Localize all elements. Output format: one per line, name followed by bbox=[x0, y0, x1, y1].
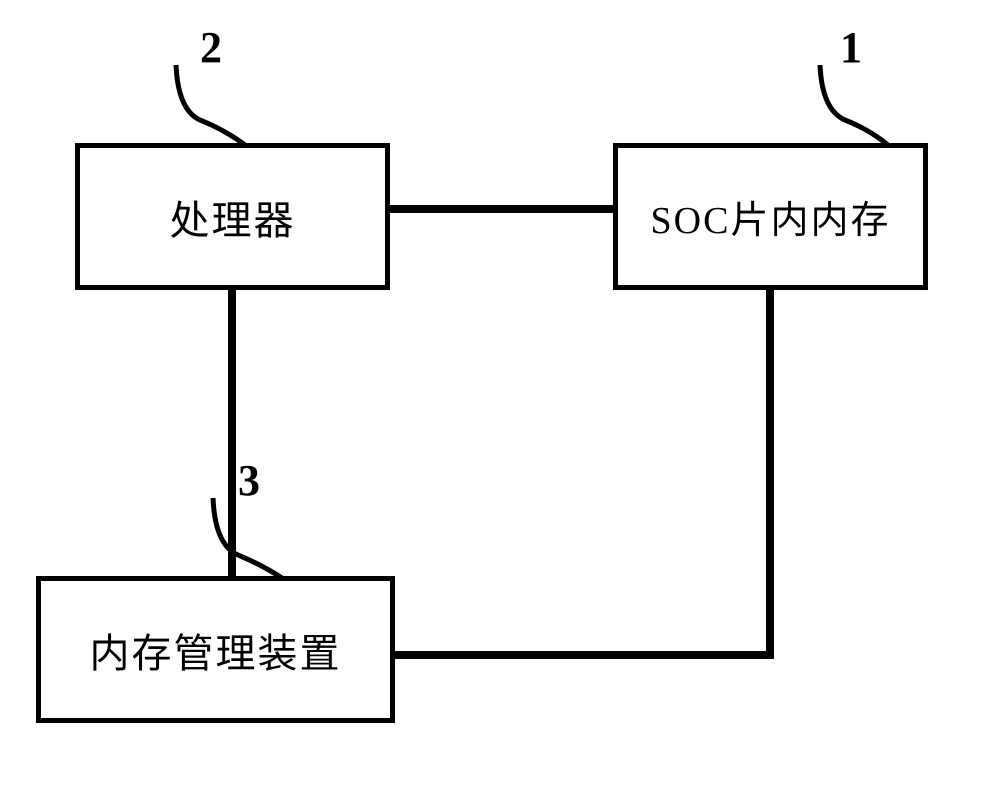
callout-curves-group bbox=[176, 65, 888, 578]
callout-number-processor: 2 bbox=[200, 22, 222, 73]
diagram-container: 处理器 SOC片内内存 内存管理装置 2 1 3 bbox=[0, 0, 1000, 794]
callout-curve-processor bbox=[176, 65, 245, 145]
node-soc-memory: SOC片内内存 bbox=[613, 143, 928, 290]
callout-number-memory-mgmt: 3 bbox=[238, 455, 260, 506]
node-soc-memory-label: SOC片内内存 bbox=[651, 189, 891, 244]
node-processor: 处理器 bbox=[75, 143, 390, 290]
callout-curve-soc bbox=[820, 65, 888, 145]
node-memory-mgmt: 内存管理装置 bbox=[36, 576, 395, 723]
edge-mm-soc bbox=[395, 290, 770, 655]
node-processor-label: 处理器 bbox=[170, 188, 296, 246]
node-memory-mgmt-label: 内存管理装置 bbox=[90, 621, 342, 679]
callout-curve-mm bbox=[213, 498, 282, 578]
callout-number-soc-memory: 1 bbox=[840, 22, 862, 73]
